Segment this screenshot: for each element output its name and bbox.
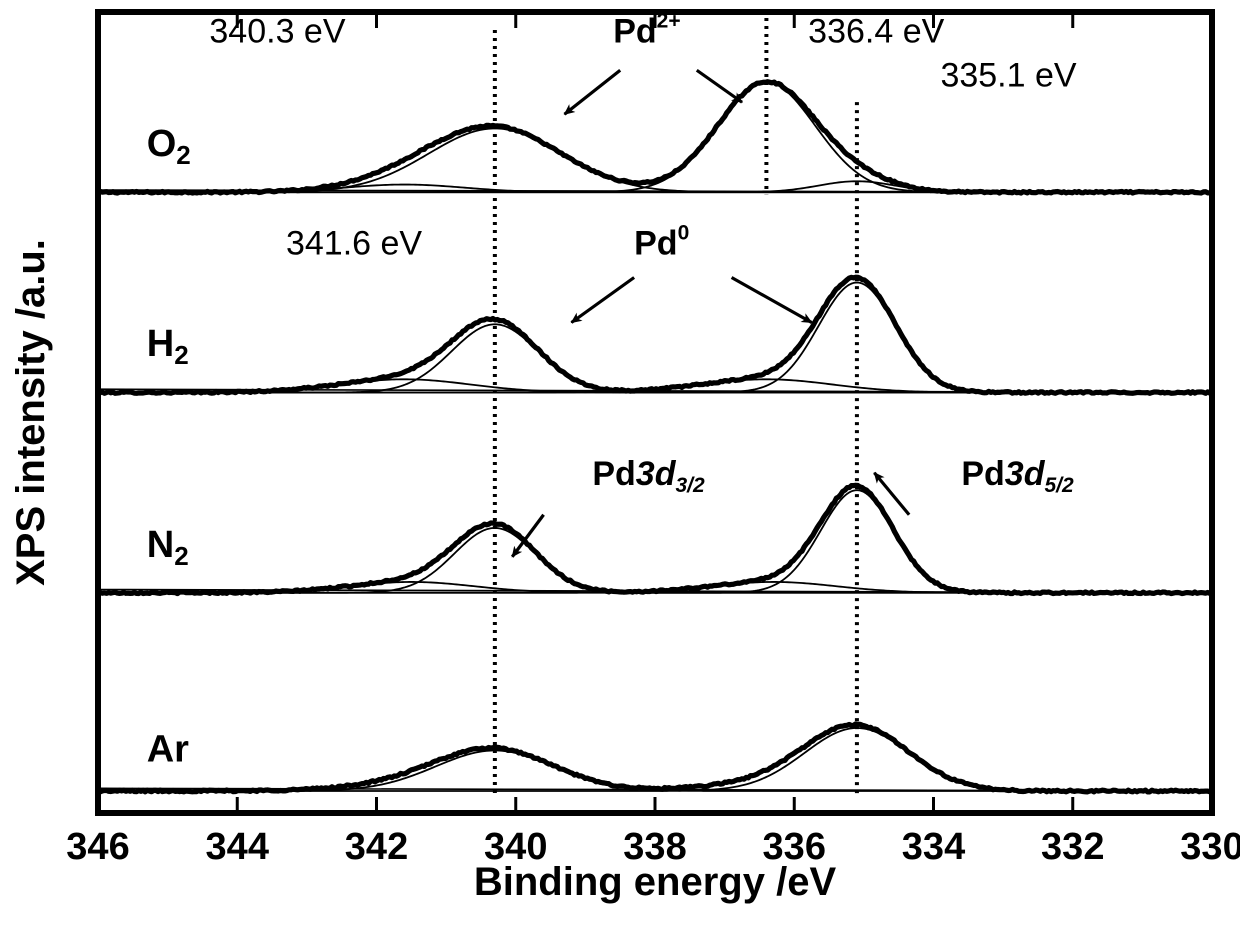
xps-spectra-chart: 346344342340338336334332330Binding energ… — [0, 0, 1240, 933]
x-tick-label: 334 — [902, 826, 965, 868]
panel-label-O2: O2 — [147, 123, 191, 170]
annotation-text: 340.3 eV — [209, 12, 345, 50]
x-tick-label: 332 — [1041, 826, 1104, 868]
x-tick-label: 344 — [206, 826, 269, 868]
annotation-text: Pd3d5/2 — [961, 455, 1074, 497]
annotation-text: 341.6 eV — [286, 225, 422, 263]
annotation-text: Pd2+ — [613, 9, 680, 50]
annotation-text: Pd0 — [634, 222, 689, 263]
annotation-text: 336.4 eV — [808, 12, 944, 50]
x-tick-label: 346 — [66, 826, 129, 868]
x-axis-label: Binding energy /eV — [474, 860, 837, 904]
annotation-text: 335.1 eV — [940, 56, 1076, 94]
annotation-text: Pd3d3/2 — [592, 455, 705, 497]
y-axis-label: XPS intensity /a.u. — [9, 239, 53, 586]
panel-label-N2: N2 — [147, 524, 189, 571]
x-tick-label: 330 — [1180, 826, 1240, 868]
panel-label-Ar: Ar — [147, 728, 189, 770]
x-tick-label: 342 — [345, 826, 408, 868]
panel-label-H2: H2 — [147, 323, 189, 370]
